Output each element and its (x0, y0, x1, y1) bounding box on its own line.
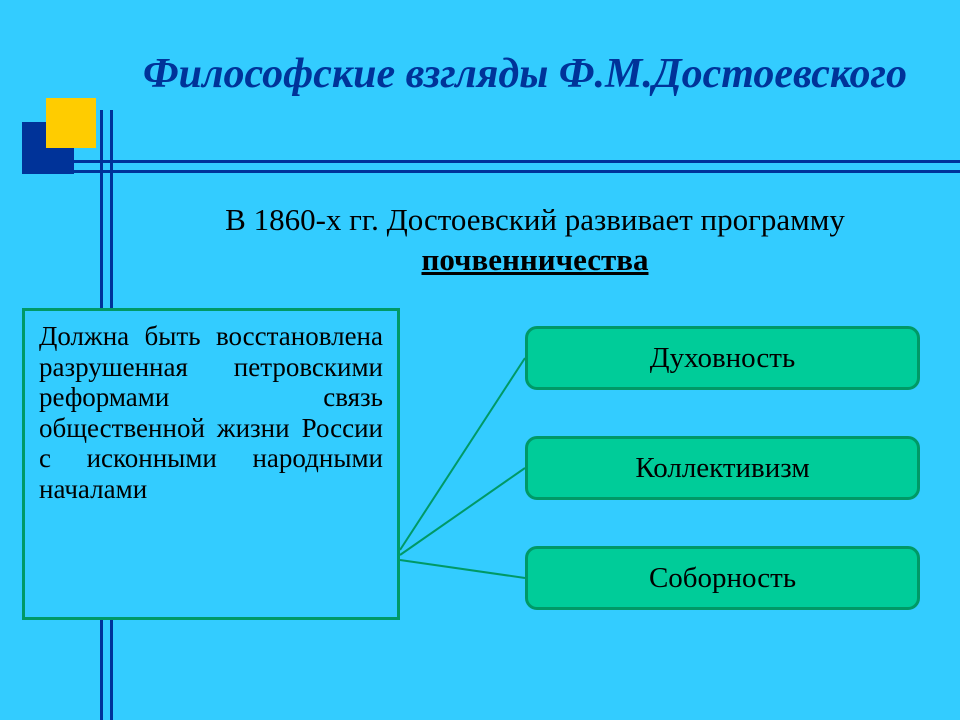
concept-box-2: Соборность (525, 546, 920, 610)
ornament-yellow-square (46, 98, 96, 148)
subtitle-text: В 1860-х гг. Достоевский развивает прогр… (225, 202, 845, 237)
header-ornament (22, 98, 142, 178)
rule-horizontal-bottom (58, 170, 960, 173)
slide-subtitle: В 1860-х гг. Достоевский развивает прогр… (150, 200, 920, 281)
connector-line-0 (400, 358, 525, 550)
rule-horizontal-top (58, 160, 960, 163)
concept-box-1: Коллективизм (525, 436, 920, 500)
connector-line-2 (400, 560, 525, 578)
connector-line-1 (400, 468, 525, 555)
description-box: Должна быть восстановлена разрушенная пе… (22, 308, 400, 620)
subtitle-keyword: почвенничества (422, 242, 649, 277)
slide-title: Философские взгляды Ф.М.Достоевского (130, 48, 920, 101)
concept-box-0: Духовность (525, 326, 920, 390)
